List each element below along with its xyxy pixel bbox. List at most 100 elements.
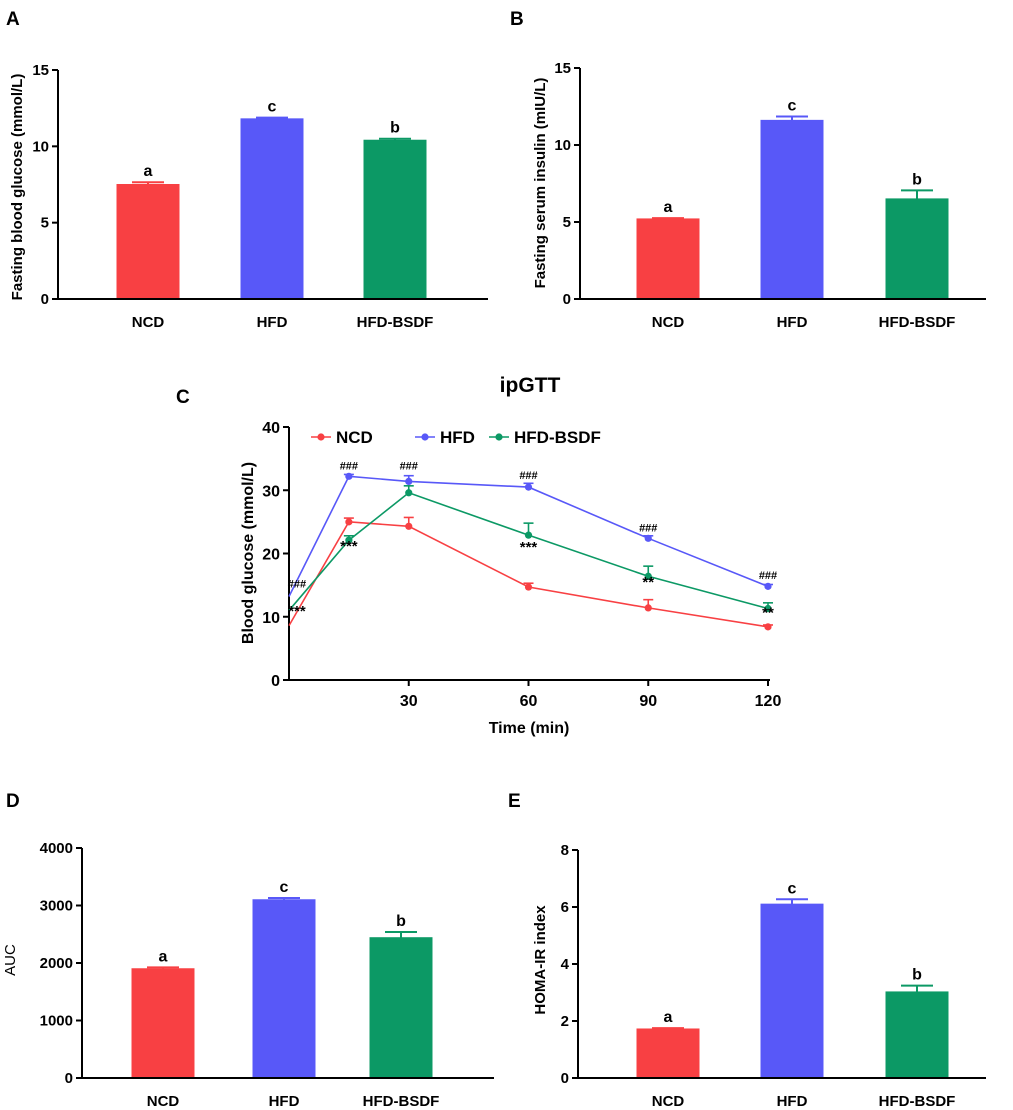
- data-point-ncd: [405, 522, 413, 530]
- y-tick-label: 1000: [40, 1013, 73, 1030]
- legend-marker: [495, 433, 503, 441]
- legend-label: NCD: [336, 428, 373, 447]
- series-line-ncd: [288, 521, 769, 628]
- legend-marker: [421, 433, 429, 441]
- significance-letter: c: [788, 880, 797, 897]
- bar-ncd: [636, 218, 700, 300]
- y-axis-label: Blood glucose (mmol/L): [240, 462, 257, 644]
- data-point-hfd-bsdf: [764, 604, 772, 613]
- significance-letter: b: [912, 171, 922, 188]
- x-tick-label: HFD-BSDF: [879, 1093, 956, 1110]
- panel-letter-d: D: [6, 791, 20, 812]
- significance-annotation: ###: [340, 460, 358, 472]
- panel-d-auc-chart: D AUC a NCD c HFD b HFD-BSDF 0 1000 2000 3000 4000: [2, 791, 494, 1110]
- y-tick-label: 30: [262, 483, 280, 500]
- y-tick-label: 0: [563, 291, 571, 308]
- x-tick-label: HFD: [257, 314, 288, 331]
- x-tick-label: HFD: [777, 1093, 808, 1110]
- x-axis-label: Time (min): [489, 720, 570, 737]
- data-point-ncd: [345, 518, 353, 526]
- y-tick-label: 2: [561, 1013, 569, 1030]
- y-axis-label: HOMA-IR index: [532, 905, 549, 1015]
- significance-annotation: ###: [288, 579, 306, 591]
- y-tick-label: 10: [32, 138, 49, 155]
- y-tick-label: 0: [65, 1070, 73, 1087]
- y-tick-label: 20: [262, 547, 280, 564]
- panel-letter-b: B: [510, 9, 524, 30]
- data-point-ncd: [764, 623, 772, 631]
- y-tick-label: 10: [262, 610, 280, 627]
- bar-hfd-bsdf: [369, 937, 433, 1079]
- bar-hfd-bsdf: [885, 991, 949, 1079]
- data-point-hfd: [345, 472, 353, 480]
- x-tick-label: NCD: [652, 314, 685, 331]
- data-point-ncd: [524, 583, 533, 591]
- significance-annotation: ###: [639, 522, 657, 534]
- chart-title: ipGTT: [500, 374, 561, 397]
- bar-ncd: [116, 184, 180, 300]
- data-point-hfd-bsdf: [524, 531, 533, 539]
- significance-letter: a: [144, 163, 153, 180]
- y-tick-label: 40: [262, 420, 280, 437]
- legend-label: HFD-BSDF: [514, 428, 601, 447]
- panel-e-homa-ir-chart: E HOMA-IR index a NCD c HFD b HFD-BSDF 0 2 4 6 8: [508, 791, 986, 1110]
- panel-b-fasting-insulin-chart: B Fasting serum insulin (mIU/L) a NCD c HFD…: [510, 9, 986, 331]
- data-point-hfd-bsdf: [345, 536, 353, 544]
- significance-annotation: ***: [340, 538, 358, 555]
- significance-letter: c: [280, 879, 289, 896]
- significance-letter: b: [390, 120, 400, 137]
- y-tick-label: 6: [561, 899, 569, 916]
- legend-marker: [317, 433, 325, 441]
- panel-letter-e: E: [508, 791, 521, 812]
- x-tick-label: HFD: [269, 1093, 300, 1110]
- y-tick-label: 4000: [40, 840, 73, 857]
- data-point-hfd: [524, 483, 533, 491]
- x-tick-label: 120: [755, 693, 782, 710]
- x-tick-label: HFD-BSDF: [357, 314, 434, 331]
- data-point-hfd: [644, 534, 652, 542]
- x-tick-label: NCD: [147, 1093, 180, 1110]
- y-tick-label: 2000: [40, 955, 73, 972]
- significance-annotation: **: [642, 574, 654, 591]
- y-tick-label: 10: [554, 137, 571, 154]
- x-tick-label: 90: [639, 693, 657, 710]
- bar-hfd: [760, 903, 824, 1079]
- data-point-hfd: [764, 582, 772, 590]
- series-line-hfd: [288, 475, 769, 597]
- x-tick-label: HFD-BSDF: [363, 1093, 440, 1110]
- panel-c-ipgtt-chart: C ipGTT Blood glucose (mmol/L) Time (min…: [176, 374, 781, 737]
- significance-annotation: ***: [288, 603, 306, 620]
- data-point-hfd: [405, 477, 413, 485]
- panel-letter-c: C: [176, 387, 190, 408]
- bar-hfd: [240, 118, 304, 300]
- bar-ncd: [131, 968, 195, 1079]
- series-line-hfd-bsdf: [288, 491, 769, 611]
- panel-letter-a: A: [6, 9, 20, 30]
- significance-letter: c: [788, 98, 797, 115]
- y-axis-label: AUC: [2, 944, 19, 976]
- y-tick-label: 0: [271, 673, 280, 690]
- significance-letter: b: [912, 967, 922, 984]
- y-axis-label: Fasting serum insulin (mIU/L): [532, 78, 549, 289]
- data-point-hfd-bsdf: [644, 572, 652, 580]
- significance-letter: a: [159, 948, 168, 965]
- y-tick-label: 4: [561, 956, 570, 973]
- significance-annotation: ###: [519, 470, 537, 482]
- significance-letter: c: [268, 99, 277, 116]
- bar-hfd: [760, 119, 824, 300]
- y-tick-label: 15: [32, 62, 49, 79]
- x-tick-label: HFD: [777, 314, 808, 331]
- x-tick-label: HFD-BSDF: [879, 314, 956, 331]
- significance-letter: b: [396, 913, 406, 930]
- bar-hfd-bsdf: [363, 139, 427, 300]
- significance-annotation: ###: [759, 570, 777, 582]
- panel-a-fasting-glucose-chart: A Fasting blood glucose (mmol/L) a NCD c HF…: [6, 9, 488, 331]
- significance-letter: a: [664, 199, 673, 216]
- significance-annotation: ###: [400, 460, 418, 472]
- y-tick-label: 5: [563, 214, 571, 231]
- y-tick-label: 3000: [40, 898, 73, 915]
- y-tick-label: 0: [41, 291, 49, 308]
- x-tick-label: NCD: [652, 1093, 685, 1110]
- y-tick-label: 0: [561, 1070, 569, 1087]
